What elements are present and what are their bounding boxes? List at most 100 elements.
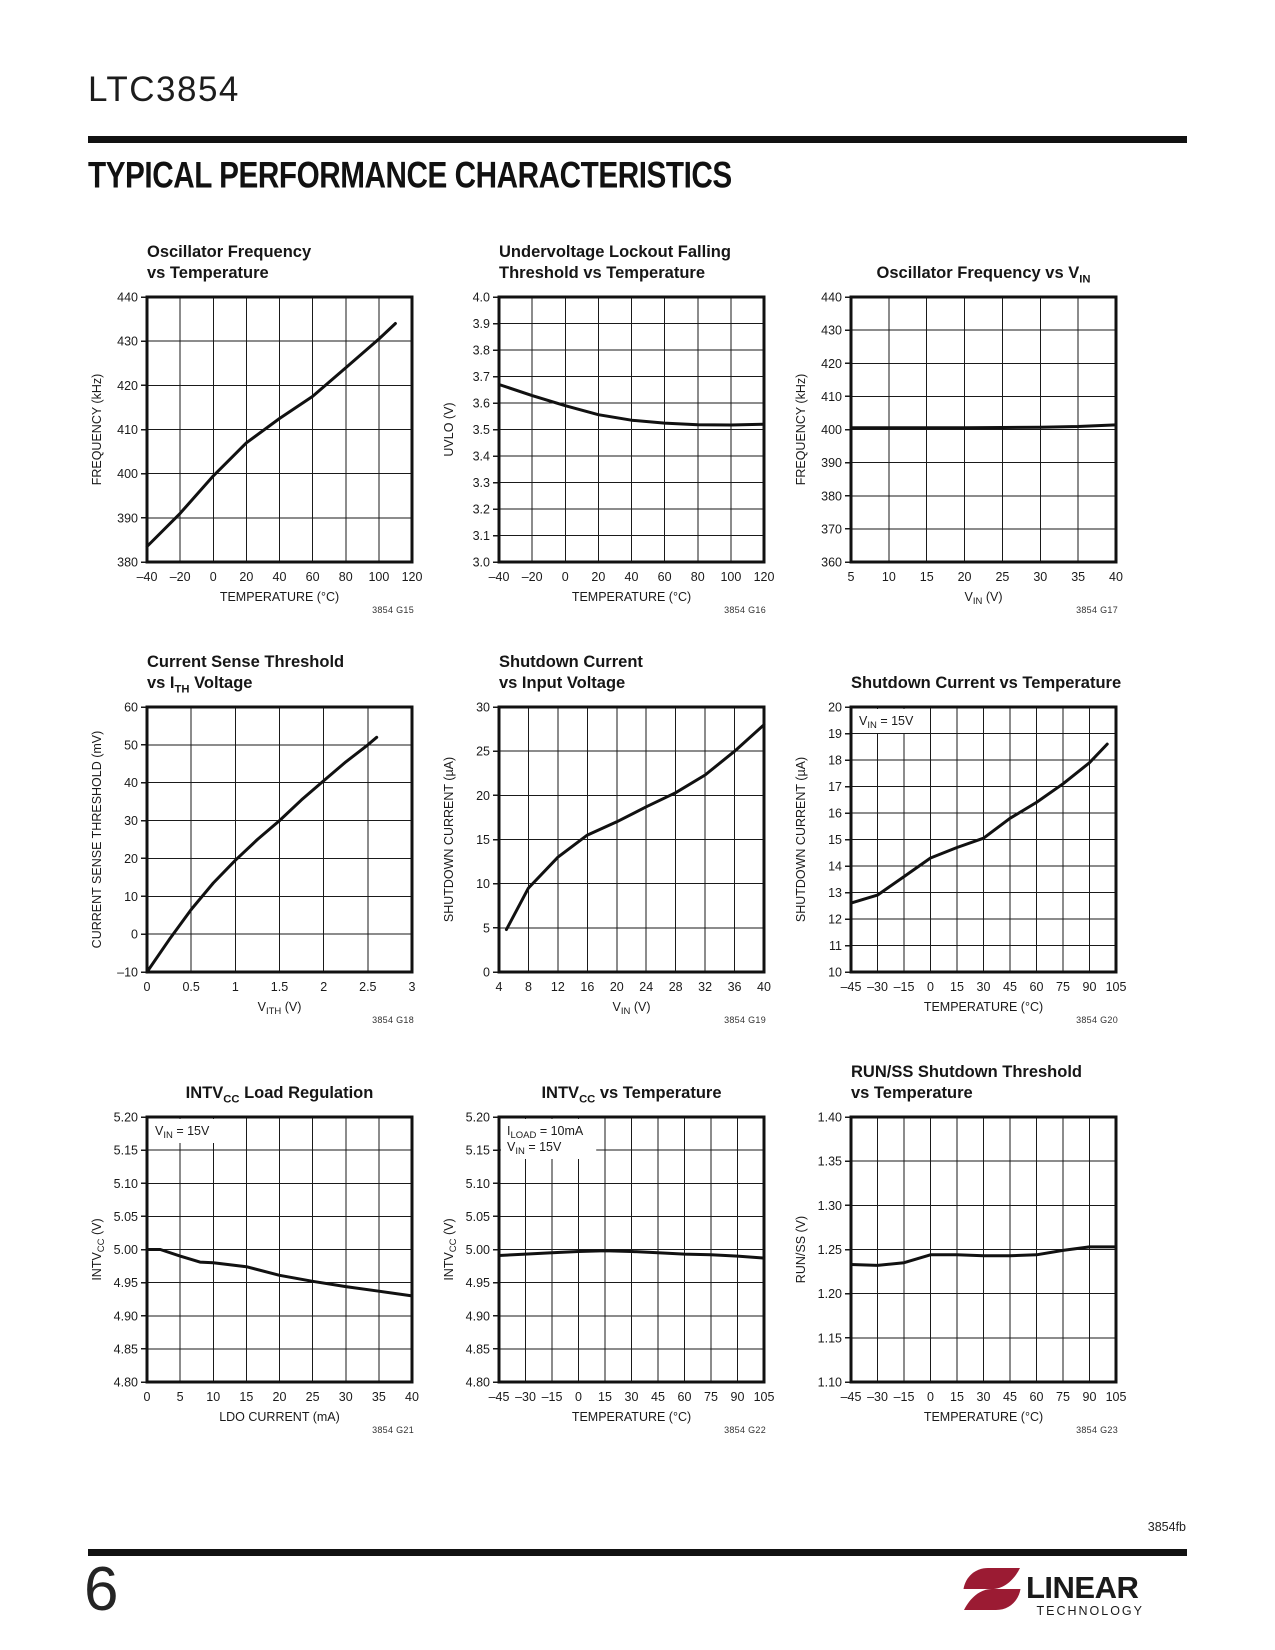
svg-text:–15: –15	[894, 1390, 915, 1404]
chart-title: Undervoltage Lockout Falling Threshold vs…	[499, 243, 731, 282]
y-tick-labels: 4.80 4.85 4.90 4.95 5.00 5.05 5.10 5.15 5.20	[466, 1111, 490, 1390]
svg-text:20: 20	[273, 1390, 287, 1404]
chart-ref-code: 3854 G18	[372, 1015, 414, 1025]
svg-text:0: 0	[210, 570, 217, 584]
svg-text:3.5: 3.5	[473, 423, 490, 437]
svg-text:120: 120	[402, 570, 423, 584]
svg-text:105: 105	[754, 1390, 775, 1404]
y-axis-label: SHUTDOWN CURRENT (µA)	[794, 757, 808, 922]
svg-text:18: 18	[828, 754, 842, 768]
plot-border	[849, 1115, 1118, 1384]
logo-sub-text: TECHNOLOGY	[1036, 1604, 1144, 1618]
svg-text:15: 15	[920, 570, 934, 584]
y-axis-label: FREQUENCY (kHz)	[90, 374, 104, 486]
svg-text:440: 440	[117, 291, 138, 305]
svg-text:20: 20	[958, 570, 972, 584]
chart-title: Shutdown Current vs Input Voltage	[499, 653, 643, 692]
x-axis-label: VIN (V)	[613, 1000, 651, 1015]
svg-text:35: 35	[372, 1390, 386, 1404]
svg-text:–45: –45	[841, 1390, 862, 1404]
svg-text:30: 30	[1033, 570, 1047, 584]
svg-text:0: 0	[562, 570, 569, 584]
svg-text:–10: –10	[117, 966, 138, 980]
svg-text:10: 10	[828, 966, 842, 980]
svg-text:3.4: 3.4	[473, 450, 490, 464]
svg-text:380: 380	[821, 489, 842, 503]
svg-text:5.15: 5.15	[114, 1144, 138, 1158]
svg-text:410: 410	[117, 423, 138, 437]
svg-text:4.80: 4.80	[114, 1376, 138, 1390]
x-axis-label: TEMPERATURE (°C)	[924, 1000, 1043, 1014]
chart-shutdown-current-vs-temperature: Shutdown Current vs Temperature 10 11 12 13…	[789, 644, 1149, 1025]
chart-intvcc-load-regulation: INTVCC Load Regulation 4.80 4.85 4.90 4.95 5…	[85, 1054, 445, 1435]
svg-text:390: 390	[117, 511, 138, 525]
svg-text:0: 0	[575, 1390, 582, 1404]
y-tick-labels: 0 5 10 15 20 25 30	[476, 701, 490, 980]
svg-text:4: 4	[496, 980, 503, 994]
chart-title: INTVCC vs Temperature	[541, 1084, 722, 1106]
x-tick-labels: 0 5 10 15 20 25 30 35 40	[144, 1390, 419, 1404]
x-axis-label: TEMPERATURE (°C)	[572, 590, 691, 604]
svg-text:–20: –20	[522, 570, 543, 584]
x-tick-labels: –40 –20 0 20 40 60 80 100 120	[489, 570, 775, 584]
svg-text:20: 20	[124, 852, 138, 866]
y-tick-labels: 380 390 400 410 420 430 440	[117, 291, 138, 570]
svg-text:100: 100	[720, 570, 741, 584]
svg-text:1.5: 1.5	[271, 980, 288, 994]
svg-text:20: 20	[591, 570, 605, 584]
svg-text:2.5: 2.5	[359, 980, 376, 994]
x-axis-label: TEMPERATURE (°C)	[572, 1410, 691, 1424]
svg-text:5: 5	[848, 570, 855, 584]
svg-text:1.40: 1.40	[818, 1111, 842, 1125]
chart-plot: 380 390 400 410 420 430 440 –40 –20 0 20 40 60 80 100 1…	[90, 291, 423, 605]
svg-text:4.80: 4.80	[466, 1376, 490, 1390]
svg-text:4.90: 4.90	[466, 1309, 490, 1323]
svg-text:60: 60	[1030, 1390, 1044, 1404]
y-axis-label: INTVCC (V)	[90, 1218, 107, 1280]
svg-text:5.15: 5.15	[466, 1144, 490, 1158]
svg-text:60: 60	[1030, 980, 1044, 994]
y-axis-label: FREQUENCY (kHz)	[794, 374, 808, 486]
x-tick-labels: –45 –30 –15 0 15 30 45 60 75 90 105	[489, 1390, 775, 1404]
svg-text:25: 25	[476, 745, 490, 759]
svg-text:0: 0	[927, 980, 934, 994]
svg-text:5.10: 5.10	[466, 1177, 490, 1191]
svg-text:390: 390	[821, 456, 842, 470]
svg-text:20: 20	[476, 789, 490, 803]
lt-logo-mark	[963, 1568, 1021, 1610]
svg-text:–40: –40	[489, 570, 510, 584]
svg-text:370: 370	[821, 522, 842, 536]
svg-text:12: 12	[828, 913, 842, 927]
y-axis-label: SHUTDOWN CURRENT (µA)	[442, 757, 456, 922]
chart-ref-code: 3854 G23	[1076, 1425, 1118, 1435]
svg-text:80: 80	[691, 570, 705, 584]
grid-lines	[498, 706, 765, 973]
chart-plot: 3.0 3.1 3.2 3.3 3.4 3.5 3.6 3.7 3.8 3.9 4.0 –40 –20 0…	[442, 291, 775, 605]
svg-text:1.10: 1.10	[818, 1376, 842, 1390]
plot-annotation: VIN = 15V	[155, 1124, 210, 1141]
svg-text:80: 80	[339, 570, 353, 584]
plot-border	[145, 295, 414, 564]
svg-text:90: 90	[1083, 980, 1097, 994]
svg-text:5.00: 5.00	[114, 1243, 138, 1257]
svg-text:5.20: 5.20	[466, 1111, 490, 1125]
svg-text:45: 45	[1003, 1390, 1017, 1404]
svg-text:30: 30	[977, 1390, 991, 1404]
svg-text:105: 105	[1106, 1390, 1127, 1404]
svg-text:1.30: 1.30	[818, 1199, 842, 1213]
svg-text:12: 12	[551, 980, 565, 994]
svg-text:50: 50	[124, 738, 138, 752]
svg-text:40: 40	[1109, 570, 1123, 584]
chart-oscillator-frequency-vs-vin: Oscillator Frequency vs VIN 360 370 380 390…	[789, 234, 1149, 615]
svg-text:–20: –20	[170, 570, 191, 584]
linear-technology-logo: LINEAR TECHNOLOGY	[963, 1568, 1144, 1618]
svg-text:60: 60	[306, 570, 320, 584]
chart-ref-code: 3854 G21	[372, 1425, 414, 1435]
grid-lines	[498, 296, 765, 563]
svg-text:5.10: 5.10	[114, 1177, 138, 1191]
svg-text:16: 16	[580, 980, 594, 994]
svg-text:360: 360	[821, 556, 842, 570]
chart-ref-code: 3854 G19	[724, 1015, 766, 1025]
svg-text:430: 430	[117, 335, 138, 349]
chart-current-sense-threshold-vs-ith-voltage: Current Sense Threshold vs ITH Voltage –1…	[85, 644, 445, 1025]
